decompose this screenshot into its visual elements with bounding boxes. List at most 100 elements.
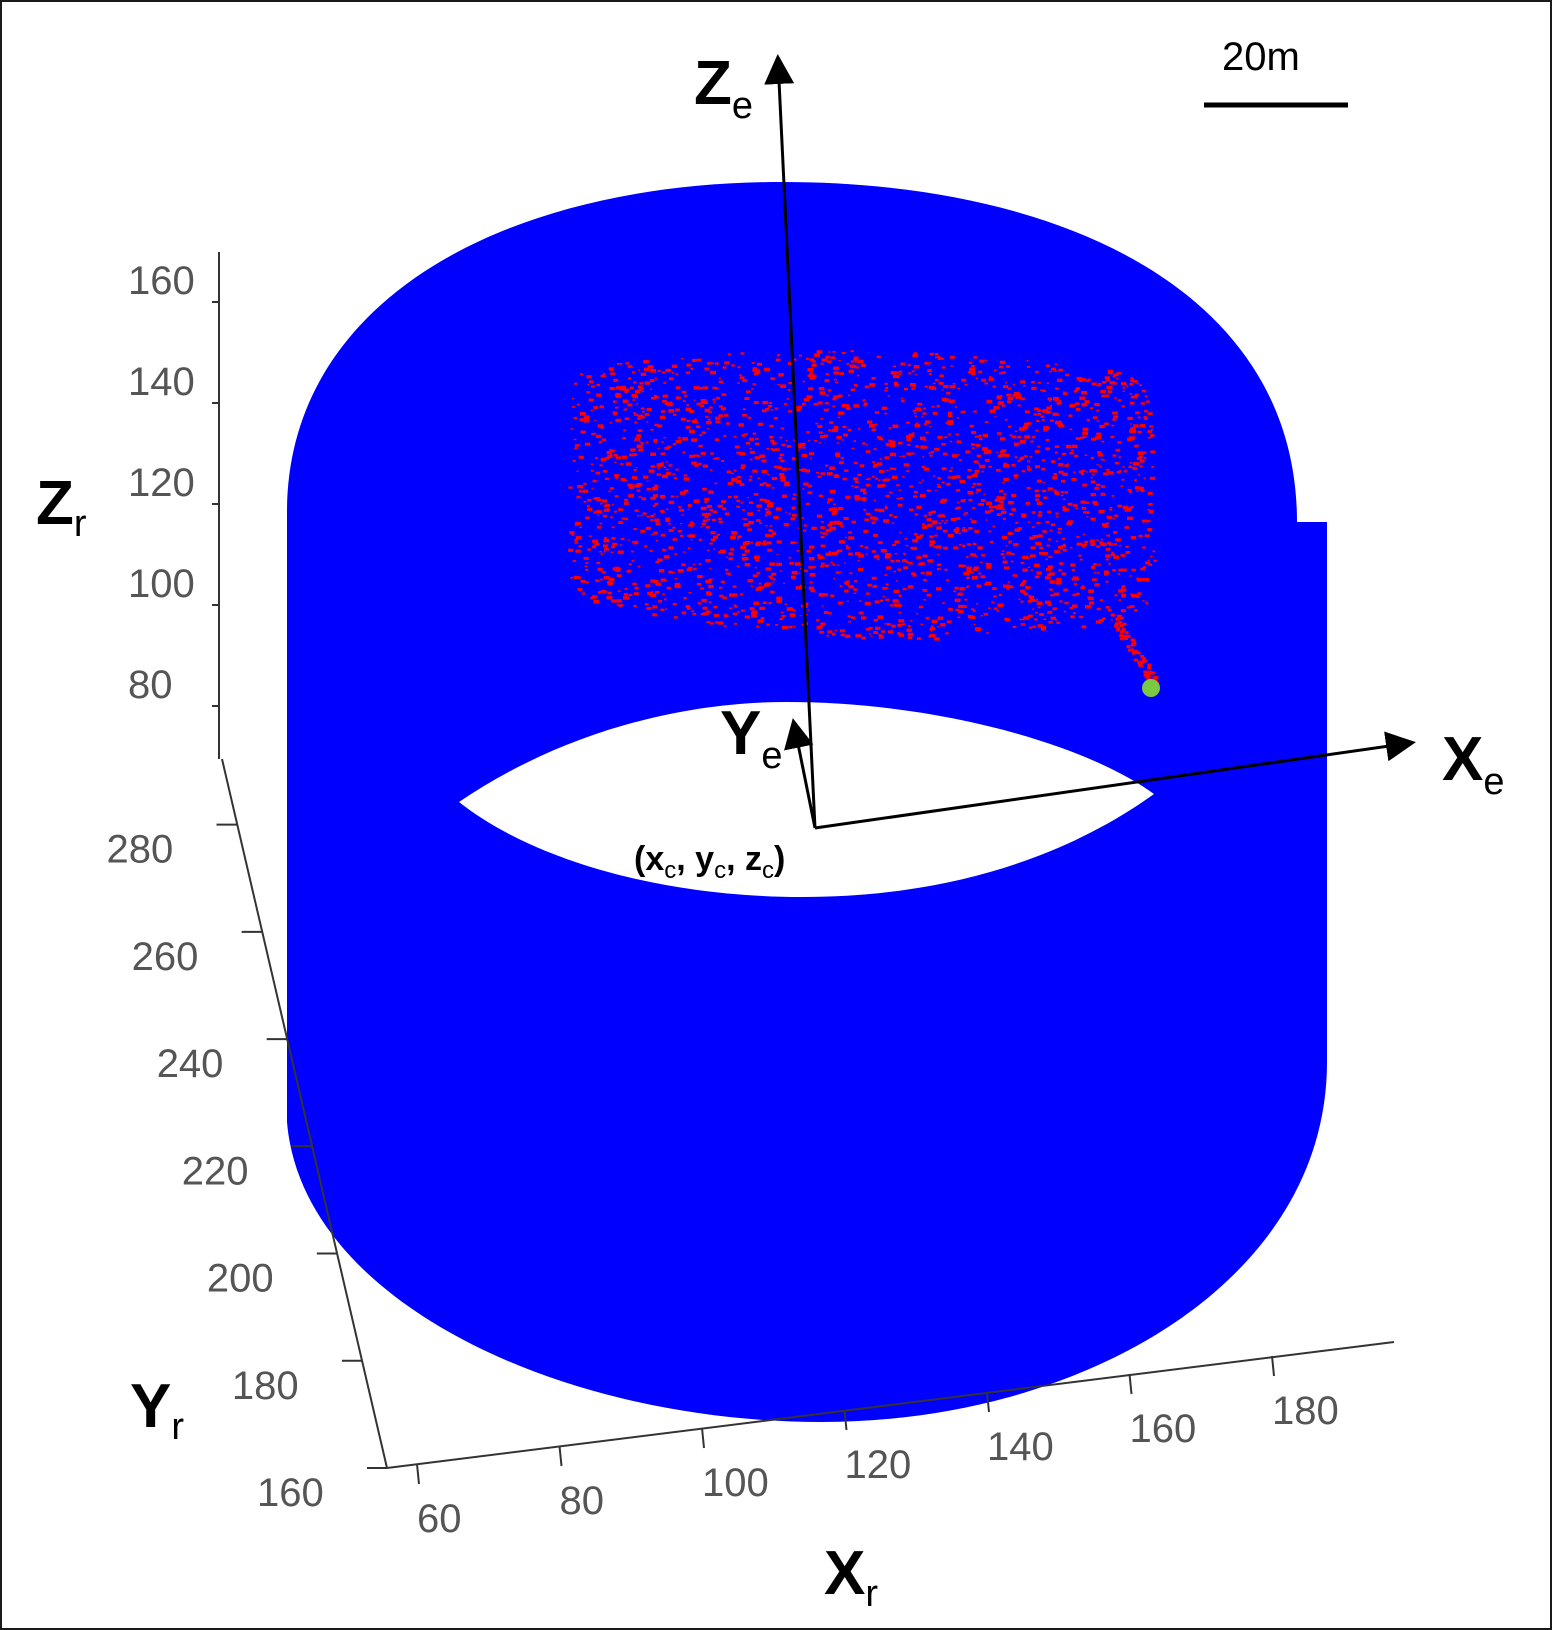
red-point <box>860 616 867 620</box>
red-point <box>853 440 856 442</box>
red-point <box>690 368 694 370</box>
red-point <box>762 601 767 604</box>
red-point <box>909 508 914 512</box>
red-point <box>937 483 940 486</box>
red-point <box>1027 468 1032 471</box>
red-point <box>1012 383 1016 386</box>
red-point <box>1103 570 1109 574</box>
red-point <box>1090 469 1097 473</box>
red-point <box>1052 476 1058 480</box>
red-point <box>803 529 807 532</box>
red-point <box>866 592 870 595</box>
x-tick-label: 160 <box>1130 1407 1197 1451</box>
red-point <box>996 396 1001 400</box>
red-point <box>835 551 839 554</box>
red-point <box>755 370 761 374</box>
red-point <box>833 578 836 580</box>
red-point <box>689 454 695 458</box>
x-tick-mark <box>986 1391 990 1413</box>
z-tick: 120 <box>128 461 219 505</box>
red-point <box>989 409 996 413</box>
red-point <box>1101 493 1106 496</box>
red-point <box>625 462 632 466</box>
red-point <box>1007 532 1013 535</box>
red-point <box>1029 598 1036 602</box>
red-point <box>673 477 678 480</box>
red-point <box>864 601 871 606</box>
red-point <box>777 383 780 386</box>
red-point <box>744 518 748 521</box>
red-point <box>1140 655 1145 658</box>
red-point <box>937 357 943 360</box>
red-point <box>921 416 924 418</box>
red-point <box>905 561 909 563</box>
red-point <box>1039 551 1044 555</box>
red-point <box>780 478 786 482</box>
red-point <box>965 450 971 454</box>
red-point <box>1136 595 1140 598</box>
red-point <box>729 607 733 610</box>
red-point <box>967 615 974 619</box>
red-point <box>865 450 871 453</box>
red-point <box>906 438 912 442</box>
red-point <box>648 469 655 473</box>
red-point <box>878 437 884 441</box>
red-point <box>803 569 808 573</box>
red-point <box>818 625 823 628</box>
red-point <box>724 613 727 616</box>
red-point <box>597 567 603 571</box>
red-point <box>614 495 619 498</box>
red-point <box>830 561 834 564</box>
red-point <box>615 386 620 390</box>
red-point <box>1147 430 1152 433</box>
red-point <box>1024 455 1028 458</box>
red-point <box>1058 400 1062 403</box>
red-point <box>949 440 953 443</box>
red-point <box>1121 405 1125 408</box>
red-point <box>591 433 595 436</box>
red-point <box>873 448 877 451</box>
red-point <box>644 381 651 385</box>
red-point <box>817 554 821 557</box>
x-tick-mark <box>1271 1355 1275 1377</box>
red-point <box>713 548 716 550</box>
red-point <box>838 540 845 544</box>
red-point <box>1122 390 1125 392</box>
red-point <box>983 612 988 616</box>
red-point <box>836 521 843 525</box>
red-point <box>911 572 916 576</box>
red-point <box>1079 615 1083 619</box>
red-point <box>1046 406 1052 410</box>
red-point <box>1137 382 1140 385</box>
red-point <box>1116 626 1121 630</box>
red-point <box>611 504 614 506</box>
red-point <box>615 406 619 409</box>
red-point <box>1151 671 1155 675</box>
red-point <box>756 625 760 628</box>
red-point <box>1082 533 1085 535</box>
red-point <box>710 452 714 455</box>
red-point <box>1147 663 1152 667</box>
red-point <box>1117 573 1121 575</box>
red-point <box>902 455 906 458</box>
red-point <box>747 496 750 499</box>
red-point <box>660 578 666 582</box>
red-point <box>970 553 976 557</box>
red-point <box>945 519 948 522</box>
red-point <box>1104 422 1109 426</box>
red-point <box>705 512 711 516</box>
red-point <box>993 406 1000 410</box>
red-point <box>1088 601 1095 605</box>
red-point <box>781 443 786 447</box>
red-point <box>1047 565 1053 569</box>
red-point <box>1127 416 1133 420</box>
red-point <box>637 565 641 568</box>
red-point <box>692 523 695 525</box>
red-point <box>1072 504 1078 507</box>
red-point <box>898 595 902 597</box>
red-point <box>652 579 659 584</box>
red-point <box>657 370 661 372</box>
red-point <box>927 523 933 527</box>
red-point <box>899 594 902 596</box>
red-point <box>812 375 817 378</box>
